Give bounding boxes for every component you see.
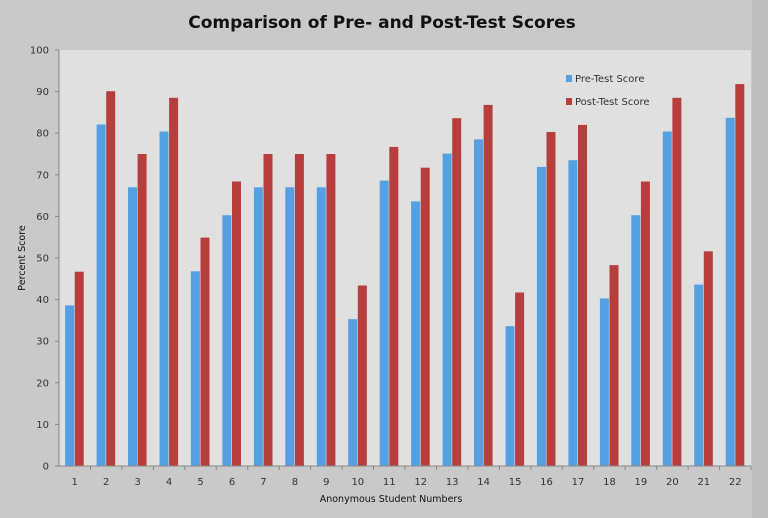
- x-tick-label: 15: [509, 477, 522, 488]
- bar-pre-7: [253, 187, 263, 467]
- x-tick-label: 20: [666, 477, 679, 488]
- y-tick-label: 50: [36, 254, 49, 265]
- x-tick-label: 19: [635, 477, 648, 488]
- bar-post-12: [420, 167, 430, 466]
- y-tick-label: 0: [43, 462, 49, 473]
- bar-pre-5: [190, 271, 200, 466]
- x-tick-label: 7: [260, 477, 266, 488]
- y-tick-label: 10: [36, 420, 49, 431]
- bar-post-1: [74, 271, 84, 466]
- x-axis-label: Anonymous Student Numbers: [320, 494, 463, 505]
- y-axis-label: Percent Score: [17, 225, 28, 291]
- bar-pre-9: [316, 187, 326, 467]
- x-tick-label: 16: [540, 477, 553, 488]
- bar-post-3: [137, 154, 147, 466]
- bar-post-13: [452, 118, 462, 466]
- y-tick-label: 20: [36, 378, 49, 389]
- bar-pre-15: [505, 326, 515, 466]
- bar-post-18: [609, 265, 619, 466]
- bar-pre-20: [662, 131, 672, 466]
- bar-pre-21: [694, 284, 704, 466]
- x-tick-label: 11: [383, 477, 396, 488]
- bar-post-20: [672, 97, 682, 467]
- bar-pre-22: [725, 117, 735, 467]
- bar-post-6: [232, 181, 241, 466]
- bar-post-16: [546, 132, 556, 466]
- x-tick-label: 14: [477, 477, 490, 488]
- bar-pre-17: [568, 160, 578, 466]
- y-tick-label: 100: [30, 46, 49, 57]
- legend-label-post: Post-Test Score: [575, 97, 650, 108]
- bar-pre-6: [222, 215, 232, 466]
- bar-pre-4: [159, 131, 169, 466]
- bar-pre-18: [599, 298, 609, 466]
- bar-post-11: [389, 146, 399, 466]
- bar-pre-2: [96, 124, 106, 466]
- x-tick-label: 21: [697, 477, 710, 488]
- bar-pre-13: [442, 153, 452, 466]
- legend-label-pre: Pre-Test Score: [575, 74, 644, 85]
- bar-post-21: [703, 251, 713, 466]
- bar-pre-1: [65, 305, 75, 466]
- y-tick-label: 30: [36, 337, 49, 348]
- x-tick-label: 12: [414, 477, 427, 488]
- x-tick-label: 13: [446, 477, 459, 488]
- bar-post-14: [483, 104, 493, 467]
- x-tick-label: 6: [229, 477, 235, 488]
- legend-swatch-pre: [566, 75, 572, 82]
- x-tick-label: 4: [166, 477, 172, 488]
- bar-post-2: [106, 91, 116, 466]
- legend-swatch-post: [566, 98, 572, 105]
- bar-pre-19: [631, 215, 641, 466]
- bar-post-9: [326, 154, 336, 466]
- window-edge: [752, 0, 768, 518]
- chart-title: Comparison of Pre- and Post-Test Scores: [188, 13, 576, 33]
- bar-post-22: [735, 84, 745, 466]
- x-tick-label: 5: [197, 477, 203, 488]
- bar-post-17: [578, 124, 587, 467]
- y-tick-label: 80: [36, 129, 49, 140]
- x-tick-label: 10: [351, 477, 364, 488]
- bar-pre-3: [128, 187, 137, 467]
- bar-pre-16: [536, 166, 546, 466]
- bar-post-19: [640, 181, 650, 466]
- bar-pre-8: [285, 187, 295, 467]
- x-tick-label: 1: [72, 477, 78, 488]
- bar-post-5: [200, 237, 210, 466]
- bar-post-8: [294, 154, 304, 466]
- bar-pre-11: [379, 180, 389, 466]
- bar-pre-14: [474, 139, 483, 466]
- x-tick-label: 8: [292, 477, 298, 488]
- bar-post-10: [357, 285, 367, 466]
- bar-post-15: [515, 292, 525, 466]
- x-tick-label: 3: [134, 477, 140, 488]
- x-tick-label: 2: [103, 477, 109, 488]
- legend: Pre-Test Score Post-Test Score: [566, 74, 650, 108]
- y-tick-label: 90: [36, 87, 49, 98]
- x-tick-label: 18: [603, 477, 616, 488]
- y-tick-label: 70: [36, 170, 49, 181]
- y-tick-label: 40: [36, 295, 49, 306]
- x-tick-label: 9: [323, 477, 329, 488]
- bar-post-4: [169, 97, 179, 467]
- bar-pre-12: [411, 201, 421, 466]
- bar-pre-10: [348, 319, 358, 466]
- y-tick-label: 60: [36, 212, 49, 223]
- bar-post-7: [263, 154, 273, 466]
- x-tick-label: 22: [729, 477, 742, 488]
- x-tick-label: 17: [572, 477, 585, 488]
